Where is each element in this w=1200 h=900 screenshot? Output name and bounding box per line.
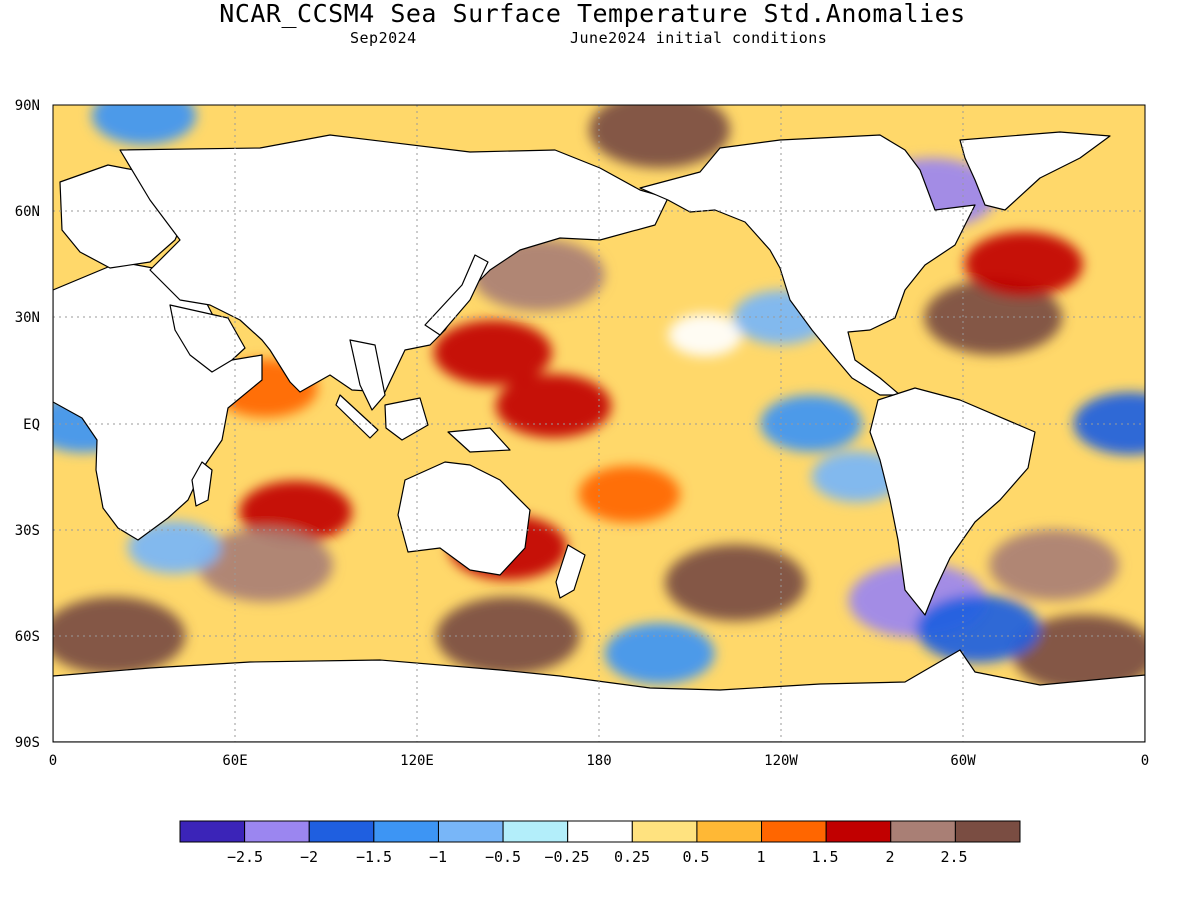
- latitude-axis: 90N 60N 30N EQ 30S 60S 90S: [15, 98, 40, 751]
- lat-tick-label: 90N: [15, 98, 40, 114]
- colorbar-label: −0.25: [544, 848, 589, 866]
- lon-tick-label: 120E: [400, 753, 434, 769]
- anomaly-region: [197, 528, 333, 602]
- anomaly-region: [495, 373, 612, 438]
- colorbar-label: 1.5: [811, 848, 838, 866]
- lat-tick-label: EQ: [23, 417, 40, 433]
- gridlines: [53, 105, 1145, 742]
- anomaly-region: [760, 395, 863, 452]
- colorbar: [179, 820, 1021, 843]
- colorbar-swatch: [825, 820, 892, 843]
- colorbar-label: 0.25: [614, 848, 650, 866]
- plot-area: [53, 105, 1145, 742]
- lon-tick-label: 60E: [222, 753, 247, 769]
- colorbar-swatch: [373, 820, 439, 843]
- anomaly-region: [604, 623, 715, 685]
- landmass-north-america: [639, 134, 976, 396]
- colorbar-swatch: [890, 820, 956, 843]
- landmass-japan: [424, 254, 489, 336]
- colorbar-swatch: [567, 820, 633, 843]
- colorbar-label: −1: [429, 848, 447, 866]
- lat-tick-label: 60N: [15, 204, 40, 220]
- colorbar-labels: −2.5 −2 −1.5 −1 −0.5 −0.25 0.25 0.5 1 1.…: [227, 848, 968, 866]
- anomaly-region: [436, 596, 580, 675]
- landmass-indochina: [349, 339, 386, 411]
- lon-tick-label: 0: [49, 753, 57, 769]
- colorbar-swatch: [631, 820, 698, 843]
- landmass-new-guinea: [447, 427, 511, 453]
- colorbar-swatch: [179, 820, 246, 843]
- landmass-antarctica: [53, 649, 1145, 742]
- lat-tick-label: 60S: [15, 629, 40, 645]
- colorbar-label: 2.5: [940, 848, 967, 866]
- colorbar-swatch: [954, 820, 1021, 843]
- map-title: NCAR_CCSM4 Sea Surface Temperature Std.A…: [219, 0, 966, 28]
- anomaly-region: [589, 105, 731, 168]
- lon-tick-label: 180: [586, 753, 611, 769]
- landmass-new-zealand: [555, 544, 586, 599]
- landmass-madagascar: [191, 461, 213, 507]
- lon-tick-label: 0: [1141, 753, 1149, 769]
- colorbar-swatch: [696, 820, 763, 843]
- lon-tick-label: 120W: [764, 753, 798, 769]
- anomaly-region: [239, 480, 353, 544]
- map-frame: [52, 104, 1146, 743]
- lat-tick-label: 30N: [15, 310, 40, 326]
- colorbar-label: 2: [885, 848, 894, 866]
- colorbar-swatch: [244, 820, 310, 843]
- landmass-greenland: [959, 131, 1111, 211]
- colorbar-swatch: [502, 820, 569, 843]
- anomaly-region: [127, 521, 221, 574]
- colorbar-label: −2.5: [227, 848, 263, 866]
- lat-tick-label: 30S: [15, 523, 40, 539]
- anomaly-region: [91, 105, 197, 145]
- colorbar-label: 1: [756, 848, 765, 866]
- landmass-sumatra: [335, 394, 379, 439]
- colorbar-swatch: [308, 820, 375, 843]
- anomaly-region: [1012, 614, 1145, 693]
- anomaly-region: [578, 465, 681, 523]
- longitude-axis: 0 60E 120E 180 120W 60W 0: [49, 753, 1149, 769]
- anomaly-region: [1073, 392, 1145, 455]
- anomaly-region: [964, 231, 1083, 297]
- landmass-south-america: [869, 387, 1036, 616]
- init-conditions-label: June2024 initial conditions: [570, 29, 828, 47]
- lon-tick-label: 60W: [950, 753, 976, 769]
- lat-tick-label: 90S: [15, 735, 40, 751]
- colorbar-label: −1.5: [356, 848, 392, 866]
- anomaly-region: [916, 594, 1041, 663]
- anomaly-region: [989, 529, 1119, 601]
- colorbar-label: −2: [300, 848, 318, 866]
- anomaly-region: [433, 320, 553, 386]
- landmass-asia: [119, 134, 669, 393]
- valid-month-label: Sep2024: [350, 29, 417, 47]
- colorbar-label: 0.5: [682, 848, 709, 866]
- anomaly-region: [668, 313, 742, 357]
- anomaly-region: [665, 544, 806, 621]
- anomaly-region: [811, 450, 903, 503]
- colorbar-swatch: [761, 820, 827, 843]
- landmass-australia: [397, 461, 531, 576]
- landmass-arabia: [169, 304, 246, 373]
- land-masses: [53, 131, 1145, 742]
- colorbar-swatch: [437, 820, 504, 843]
- anomaly-region: [924, 279, 1063, 355]
- colorbar-label: −0.5: [485, 848, 521, 866]
